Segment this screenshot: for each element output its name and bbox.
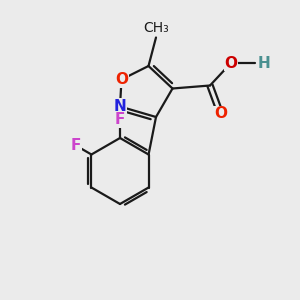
Text: O: O bbox=[115, 72, 128, 87]
Text: CH₃: CH₃ bbox=[143, 20, 169, 34]
Text: F: F bbox=[70, 138, 81, 153]
Text: O: O bbox=[214, 106, 227, 122]
Text: H: H bbox=[258, 56, 271, 70]
Text: O: O bbox=[224, 56, 238, 70]
Text: N: N bbox=[114, 99, 126, 114]
Text: F: F bbox=[115, 112, 125, 128]
